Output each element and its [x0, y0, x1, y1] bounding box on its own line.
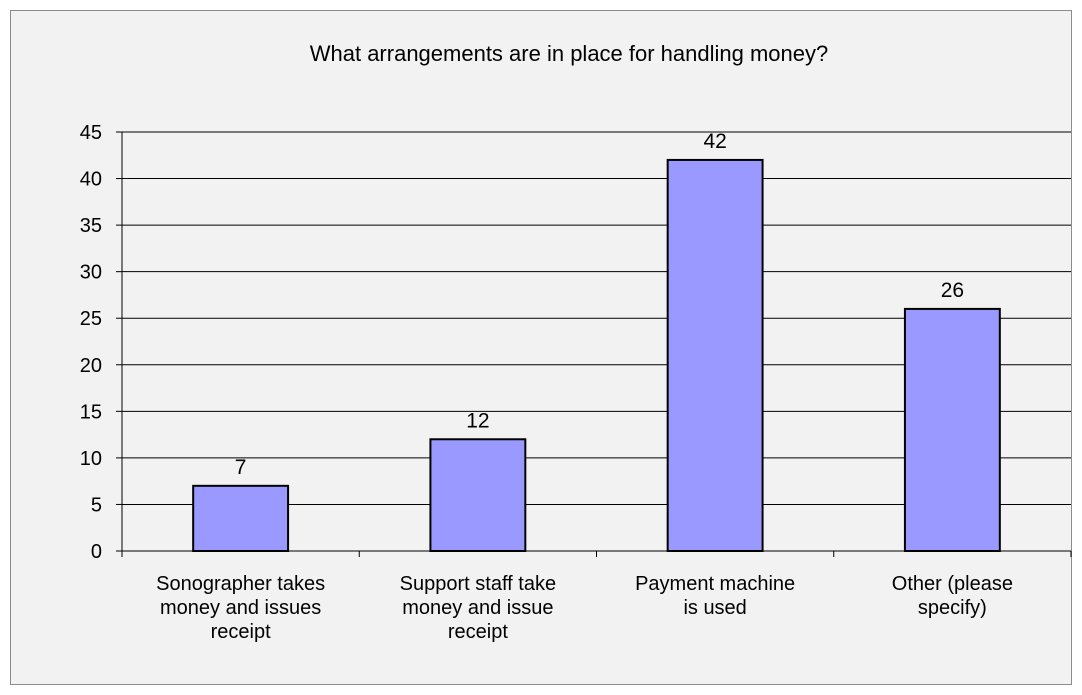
x-category-label-line: Other (please	[892, 573, 1013, 595]
x-category-label-line: Sonographer takes	[156, 573, 325, 595]
y-tick-label: 10	[80, 448, 102, 470]
chart-title: What arrangements are in place for handl…	[310, 41, 829, 66]
data-label: 12	[466, 409, 489, 432]
x-category-label: Other (please specify)	[892, 573, 1013, 619]
x-category-labels: Sonographer takes money and issues receipt…	[156, 573, 1013, 643]
bar	[666, 158, 764, 553]
x-category-label-line: Payment machine	[635, 573, 795, 595]
x-category-label-line: receipt	[448, 621, 508, 643]
data-label: 42	[703, 130, 726, 153]
chart-frame	[10, 10, 1072, 685]
x-category-label-line: is used	[683, 597, 746, 619]
y-tick-label: 0	[91, 541, 102, 563]
y-tick-label: 20	[80, 355, 102, 377]
x-category-label: Support staff take money and issue receipt	[400, 573, 556, 643]
bar	[192, 484, 290, 553]
y-tick-label: 45	[80, 122, 102, 144]
bar	[429, 438, 527, 552]
x-category-label-line: specify)	[918, 597, 987, 619]
x-category-label-line: receipt	[211, 621, 271, 643]
y-tick-label: 35	[80, 215, 102, 237]
data-label: 7	[235, 456, 247, 479]
data-label: 26	[941, 279, 964, 302]
x-category-label-line: Support staff take	[400, 573, 556, 595]
bar	[903, 307, 1001, 552]
y-tick-label: 5	[91, 494, 102, 516]
y-tick-label: 30	[80, 262, 102, 284]
y-tick-label: 25	[80, 308, 102, 330]
y-tick-label: 40	[80, 169, 102, 191]
x-category-label: Payment machine is used	[635, 573, 795, 619]
bars	[192, 158, 1001, 553]
y-tick-labels: 0 5 10 15 20 25 30 35 40 45	[80, 122, 102, 563]
y-tick-label: 15	[80, 401, 102, 423]
x-category-label-line: money and issues	[160, 597, 321, 619]
x-category-label-line: money and issue	[402, 597, 553, 619]
data-labels: 7 12 42 26	[235, 130, 964, 479]
x-category-label: Sonographer takes money and issues receipt	[156, 573, 325, 643]
